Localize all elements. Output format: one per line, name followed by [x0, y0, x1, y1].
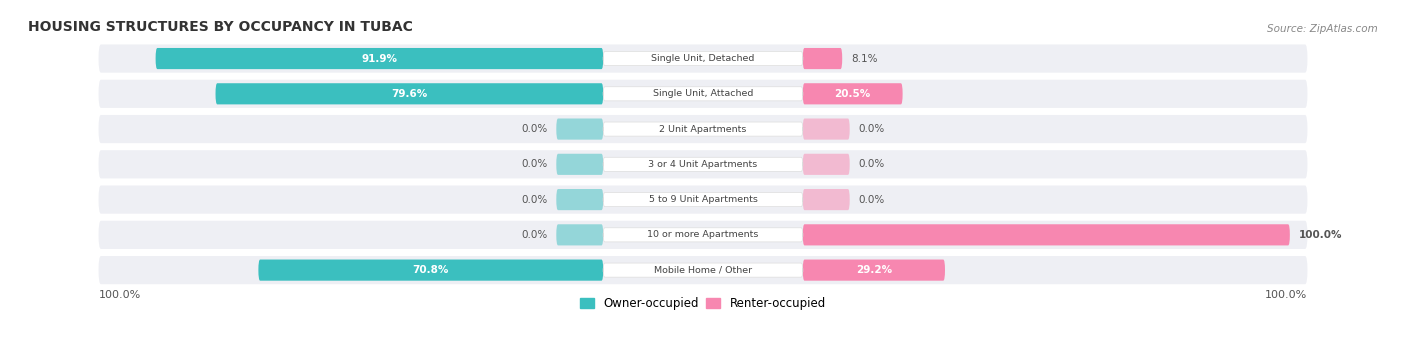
FancyBboxPatch shape: [803, 260, 945, 281]
Text: 29.2%: 29.2%: [856, 265, 891, 275]
Text: 0.0%: 0.0%: [522, 230, 547, 240]
Text: 0.0%: 0.0%: [859, 195, 884, 205]
FancyBboxPatch shape: [215, 83, 603, 104]
Text: 2 Unit Apartments: 2 Unit Apartments: [659, 124, 747, 134]
FancyBboxPatch shape: [603, 87, 803, 101]
Text: Source: ZipAtlas.com: Source: ZipAtlas.com: [1267, 24, 1378, 34]
Text: 3 or 4 Unit Apartments: 3 or 4 Unit Apartments: [648, 160, 758, 169]
FancyBboxPatch shape: [803, 118, 849, 140]
Text: 20.5%: 20.5%: [835, 89, 870, 99]
Text: 79.6%: 79.6%: [391, 89, 427, 99]
FancyBboxPatch shape: [603, 263, 803, 277]
Text: Single Unit, Detached: Single Unit, Detached: [651, 54, 755, 63]
Text: 0.0%: 0.0%: [859, 159, 884, 169]
FancyBboxPatch shape: [98, 150, 1308, 178]
FancyBboxPatch shape: [803, 83, 903, 104]
Text: 100.0%: 100.0%: [98, 291, 141, 300]
FancyBboxPatch shape: [98, 221, 1308, 249]
Text: 0.0%: 0.0%: [859, 124, 884, 134]
FancyBboxPatch shape: [803, 224, 1289, 246]
Text: Single Unit, Attached: Single Unit, Attached: [652, 89, 754, 98]
Legend: Owner-occupied, Renter-occupied: Owner-occupied, Renter-occupied: [575, 293, 831, 315]
FancyBboxPatch shape: [603, 122, 803, 136]
FancyBboxPatch shape: [98, 256, 1308, 284]
Text: 5 to 9 Unit Apartments: 5 to 9 Unit Apartments: [648, 195, 758, 204]
Text: 91.9%: 91.9%: [361, 54, 398, 63]
Text: 0.0%: 0.0%: [522, 159, 547, 169]
FancyBboxPatch shape: [98, 44, 1308, 73]
FancyBboxPatch shape: [557, 189, 603, 210]
FancyBboxPatch shape: [557, 118, 603, 140]
FancyBboxPatch shape: [803, 154, 849, 175]
Text: HOUSING STRUCTURES BY OCCUPANCY IN TUBAC: HOUSING STRUCTURES BY OCCUPANCY IN TUBAC: [28, 20, 413, 34]
Text: 100.0%: 100.0%: [1265, 291, 1308, 300]
FancyBboxPatch shape: [603, 228, 803, 242]
Text: 70.8%: 70.8%: [412, 265, 449, 275]
FancyBboxPatch shape: [803, 189, 849, 210]
FancyBboxPatch shape: [98, 115, 1308, 143]
Text: 0.0%: 0.0%: [522, 195, 547, 205]
FancyBboxPatch shape: [603, 193, 803, 207]
Text: 0.0%: 0.0%: [522, 124, 547, 134]
FancyBboxPatch shape: [803, 48, 842, 69]
FancyBboxPatch shape: [98, 80, 1308, 108]
FancyBboxPatch shape: [557, 154, 603, 175]
Text: 100.0%: 100.0%: [1299, 230, 1343, 240]
FancyBboxPatch shape: [603, 51, 803, 65]
Text: Mobile Home / Other: Mobile Home / Other: [654, 266, 752, 275]
FancyBboxPatch shape: [156, 48, 603, 69]
Text: 8.1%: 8.1%: [851, 54, 877, 63]
FancyBboxPatch shape: [557, 224, 603, 246]
FancyBboxPatch shape: [98, 186, 1308, 214]
Text: 10 or more Apartments: 10 or more Apartments: [647, 231, 759, 239]
FancyBboxPatch shape: [259, 260, 603, 281]
FancyBboxPatch shape: [603, 157, 803, 172]
